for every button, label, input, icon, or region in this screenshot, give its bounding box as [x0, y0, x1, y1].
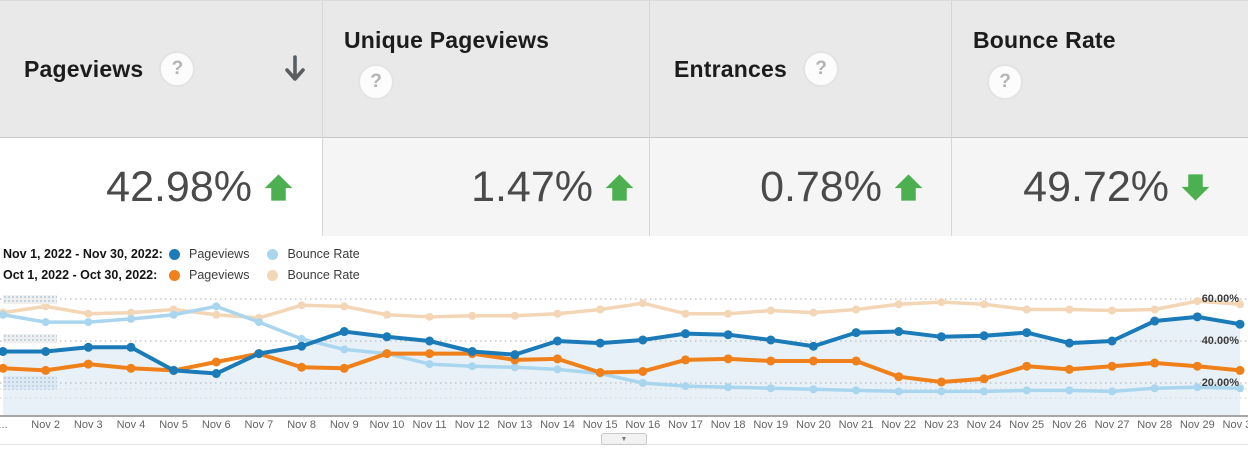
timeline-chart-canvas[interactable] — [0, 288, 1248, 415]
metric-value: 0.78% — [760, 162, 882, 211]
chart-legend: Nov 1, 2022 - Nov 30, 2022: Pageviews Bo… — [3, 244, 378, 286]
metric-value-pageviews: 42.98% — [0, 138, 323, 236]
legend-date-range: Oct 1, 2022 - Oct 30, 2022: — [3, 268, 158, 282]
column-header-pageviews[interactable]: Pageviews ? — [0, 1, 323, 138]
legend-dot-bounce-rate-previous — [267, 269, 279, 281]
x-tick-label: Nov 8 — [287, 419, 316, 431]
x-tick-label: Nov 6 — [201, 419, 231, 431]
trend-up-icon — [264, 173, 293, 201]
x-tick-label: Nov 14 — [540, 419, 575, 431]
x-tick-label: Nov 18 — [710, 419, 746, 431]
x-tick-label: Nov 7 — [244, 419, 274, 431]
x-tick-label: Nov 21 — [838, 419, 874, 431]
x-tick-label: Nov 24 — [966, 419, 1002, 431]
sort-descending-icon[interactable] — [282, 53, 308, 85]
x-tick-label: Nov 3 — [73, 419, 103, 431]
column-label: Entrances — [674, 55, 788, 82]
help-icon[interactable]: ? — [159, 51, 196, 87]
legend-series-label: Pageviews — [189, 247, 250, 261]
column-header-entrances[interactable]: Entrances ? — [650, 1, 952, 138]
help-icon[interactable]: ? — [358, 64, 394, 100]
caret-down-icon: ▼ — [620, 435, 628, 443]
y-axis-label: 60.00% — [1201, 293, 1239, 305]
x-tick-label: Nov 29 — [1179, 419, 1215, 431]
x-tick-label: Nov 22 — [881, 419, 917, 431]
column-label: Pageviews — [24, 55, 144, 82]
x-tick-label: ... — [0, 419, 8, 431]
x-tick-label: Nov 30 — [1222, 419, 1248, 431]
x-tick-label: Nov 23 — [923, 419, 959, 431]
x-tick-label: Nov 28 — [1137, 419, 1173, 431]
metrics-table: Pageviews ? Unique Pageviews ? Entrances… — [0, 0, 1248, 236]
x-tick-label: Nov 26 — [1051, 419, 1087, 431]
x-tick-label: Nov 15 — [582, 419, 618, 431]
x-tick-label: Nov 19 — [753, 419, 789, 431]
x-tick-label: Nov 25 — [1009, 419, 1045, 431]
dotted-pattern-box — [3, 334, 57, 343]
x-axis: ... Nov 2 Nov 3 Nov 4 Nov 5 Nov 6 Nov 7 Nov 8 No… — [0, 419, 1248, 433]
x-tick-label: Nov 27 — [1094, 419, 1130, 431]
y-axis-label: 40.00% — [1201, 335, 1239, 347]
x-tick-label: Nov 16 — [625, 419, 661, 431]
legend-series-label: Bounce Rate — [287, 268, 360, 282]
x-tick-label: Nov 10 — [369, 419, 405, 431]
x-tick-label: Nov 13 — [497, 419, 533, 431]
y-axis-label: 20.00% — [1201, 377, 1239, 389]
x-tick-label: Nov 17 — [668, 419, 703, 431]
column-header-unique-pageviews[interactable]: Unique Pageviews ? — [323, 1, 650, 138]
trend-up-icon — [605, 173, 634, 201]
x-tick-label: Nov 2 — [31, 419, 61, 431]
dotted-pattern-box — [3, 295, 57, 304]
legend-dot-pageviews-previous — [169, 269, 180, 281]
column-header-bounce-rate[interactable]: Bounce Rate ? — [952, 1, 1248, 138]
metric-value: 42.98% — [106, 162, 252, 211]
legend-date-range: Nov 1, 2022 - Nov 30, 2022: — [3, 247, 163, 261]
dotted-pattern-box — [3, 376, 57, 390]
x-tick-label: Nov 9 — [329, 419, 359, 431]
legend-series-label: Bounce Rate — [287, 247, 360, 261]
chart-collapse-button[interactable]: ▼ — [601, 433, 647, 445]
help-icon[interactable]: ? — [987, 64, 1023, 100]
timeline-chart[interactable]: 60.00% 40.00% 20.00% — [0, 288, 1248, 417]
legend-row-current-period: Nov 1, 2022 - Nov 30, 2022: Pageviews Bo… — [3, 244, 378, 264]
trend-up-icon — [894, 173, 923, 201]
x-tick-label: Nov 4 — [116, 419, 146, 431]
metric-value-bounce-rate: 49.72% — [952, 138, 1248, 236]
x-tick-label: Nov 11 — [412, 419, 447, 431]
legend-row-previous-period: Oct 1, 2022 - Oct 30, 2022: Pageviews Bo… — [3, 265, 378, 285]
x-tick-label: Nov 20 — [796, 419, 831, 431]
help-icon[interactable]: ? — [803, 51, 840, 87]
metric-value: 49.72% — [1023, 162, 1169, 211]
legend-series-label: Pageviews — [189, 268, 250, 282]
metric-value: 1.47% — [471, 162, 593, 211]
x-tick-label: Nov 5 — [159, 419, 188, 431]
metric-value-entrances: 0.78% — [650, 138, 952, 236]
column-label: Unique Pageviews — [344, 27, 550, 53]
trend-down-icon — [1181, 173, 1210, 201]
x-tick-label: Nov 12 — [454, 419, 490, 431]
legend-dot-bounce-rate-current — [267, 248, 279, 260]
column-label: Bounce Rate — [973, 27, 1116, 53]
legend-dot-pageviews-current — [169, 248, 180, 260]
metric-value-unique-pageviews: 1.47% — [323, 138, 650, 236]
